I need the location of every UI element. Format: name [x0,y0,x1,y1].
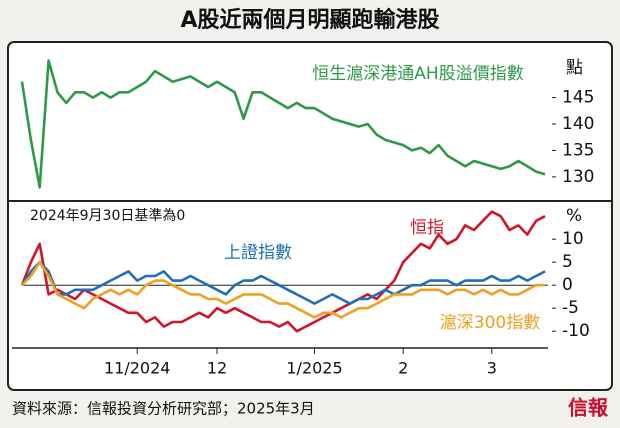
y-tick-label: -5 [562,298,579,318]
x-tick-label: 11/2024 [104,359,170,378]
series-line [20,260,546,305]
x-tick-label: 2 [398,359,408,378]
source: 資料來源：信報投資分析研究部；2025年3月 [12,400,315,418]
y-tick-label: -10 [562,321,590,341]
frame [7,41,613,391]
x-tick-label: 12 [207,359,227,378]
y-unit: % [566,206,582,226]
y-tick-label: 140 [562,114,594,134]
y-tick-label: 0 [562,275,573,295]
y-tick-label: 10 [562,229,584,249]
series-label: 恒指 [410,218,444,238]
logo: 信報 [568,396,609,420]
y-tick-label: 135 [562,140,594,160]
annotation: 2024年9月30日基準為0 [30,207,185,224]
series-line [20,59,546,189]
series-line [21,260,545,319]
y-tick-label: 145 [562,88,594,108]
x-tick-label: 3 [487,359,497,378]
y-unit: 點 [566,58,583,78]
series-label: 恒生滬深港通AH股溢價指數 [312,64,523,84]
chart-title: A股近兩個月明顯跑輸港股 [180,7,439,33]
series-line [20,210,546,333]
y-tick-label: 130 [562,167,594,187]
y-tick-label: 5 [562,252,573,272]
x-tick-label: 1/2025 [286,359,342,378]
series-label: 滬深300指數 [440,313,540,333]
series-label: 上證指數 [224,243,292,263]
